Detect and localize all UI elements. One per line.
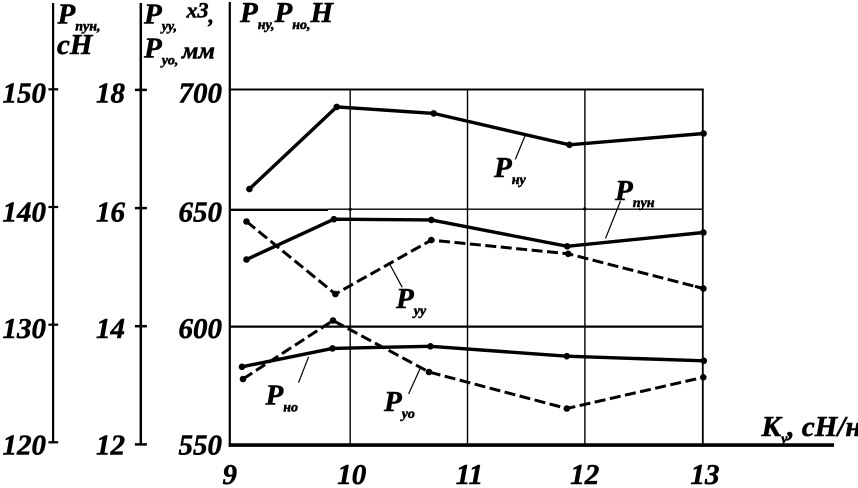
- svg-text:600: 600: [179, 313, 223, 345]
- svg-text:120: 120: [3, 429, 47, 461]
- svg-text:сН: сН: [57, 29, 94, 61]
- svg-text:140: 140: [3, 197, 47, 229]
- svg-text:14: 14: [96, 313, 125, 345]
- svg-text:10: 10: [337, 459, 366, 488]
- svg-text:11: 11: [456, 459, 483, 488]
- svg-text:Ку, сН/н: Ку, сН/н: [761, 411, 858, 447]
- svg-text:150: 150: [3, 77, 47, 109]
- svg-text:12: 12: [570, 459, 599, 488]
- svg-text:700: 700: [179, 77, 223, 109]
- svg-text:650: 650: [179, 197, 223, 229]
- svg-text:16: 16: [96, 197, 126, 229]
- svg-text:18: 18: [96, 77, 126, 109]
- svg-text:9: 9: [222, 459, 237, 488]
- svg-text:130: 130: [3, 313, 47, 345]
- svg-text:Pну,Pно,Н: Pну,Pно,Н: [239, 0, 335, 33]
- svg-text:12: 12: [96, 429, 125, 461]
- svg-text:550: 550: [179, 429, 223, 461]
- svg-text:13: 13: [691, 459, 720, 488]
